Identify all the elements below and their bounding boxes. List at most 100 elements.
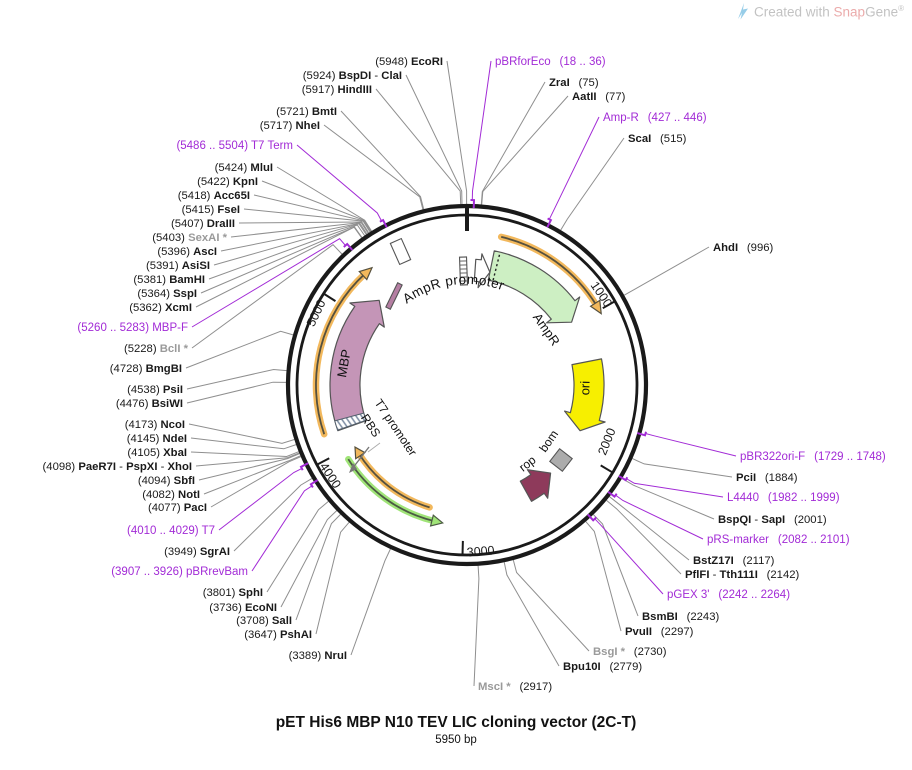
title-block: pET His6 MBP N10 TEV LIC cloning vector … bbox=[0, 714, 912, 746]
callout-line bbox=[220, 222, 368, 252]
enzyme-label-MluI: (5424) MluI bbox=[215, 162, 273, 174]
enzyme-label-SphI: (3801) SphI bbox=[203, 587, 263, 599]
primer-mark-MBP-F bbox=[343, 242, 354, 251]
enzyme-label-SalI: (3708) SalI bbox=[236, 615, 292, 627]
enzyme-label-BstZ17I: BstZ17I (2117) bbox=[693, 555, 775, 567]
enzyme-label-BspDI-ClaI: (5924) BspDI - ClaI bbox=[303, 70, 402, 82]
orf-arc-halo bbox=[355, 450, 433, 511]
callout-line bbox=[195, 226, 363, 308]
orf-arc-arrowhead bbox=[358, 266, 374, 281]
enzyme-label-PflFI-Tth111I: PflFI - Tth111I (2142) bbox=[685, 569, 800, 581]
scale-tick bbox=[316, 457, 330, 466]
callout-line bbox=[585, 521, 622, 632]
feature-rop bbox=[519, 469, 552, 502]
callout-line bbox=[296, 144, 382, 222]
callout-line bbox=[473, 565, 480, 687]
primer-mark-pRS-marker bbox=[607, 491, 618, 498]
callout-line bbox=[190, 451, 299, 458]
enzyme-label-BmgBI: (4728) BmgBI bbox=[110, 363, 182, 375]
enzyme-label-SgrAI: (3949) SgrAI bbox=[164, 546, 230, 558]
enzyme-label-EcoNI: (3736) EcoNI bbox=[209, 602, 277, 614]
scale-tick bbox=[323, 292, 336, 302]
callout-line bbox=[623, 246, 710, 296]
callout-line bbox=[243, 208, 371, 233]
enzyme-label-NcoI: (4173) NcoI bbox=[125, 419, 185, 431]
callout-line bbox=[233, 477, 313, 552]
callout-line bbox=[266, 501, 329, 593]
features bbox=[329, 237, 606, 502]
enzyme-label-AscI: (5396) AscI bbox=[157, 246, 217, 258]
primer-label-pGEX-3-: pGEX 3' (2242 .. 2264) bbox=[667, 589, 790, 601]
primer-mark-T7 Term bbox=[379, 218, 388, 228]
site-labels: (5948) EcoRI (5924) BspDI - ClaI (5917) Hi… bbox=[43, 56, 886, 693]
t7-promoter-connector bbox=[367, 442, 381, 453]
callout-line bbox=[188, 423, 295, 444]
enzyme-label-BspQI-SapI: BspQI - SapI (2001) bbox=[718, 514, 827, 526]
feature-ampr-promoter-arrow bbox=[473, 253, 491, 289]
callout-line bbox=[471, 60, 492, 201]
orf-arc-core bbox=[358, 453, 430, 509]
scale-tick-label: 2000 bbox=[595, 426, 618, 457]
callout-line bbox=[238, 221, 370, 234]
callout-line bbox=[195, 452, 300, 467]
enzyme-label-BsmBI: BsmBI (2243) bbox=[642, 611, 719, 623]
callout-line bbox=[191, 238, 346, 328]
orf-arc-core bbox=[315, 273, 366, 435]
callout-line bbox=[213, 223, 367, 266]
t7-promoter-needle bbox=[351, 446, 370, 470]
callout-line bbox=[621, 477, 715, 520]
feature-terminator-box bbox=[389, 237, 412, 266]
callout-line bbox=[503, 561, 560, 667]
scale-tick bbox=[602, 300, 616, 310]
primer-label-T7: (4010 .. 4029) T7 bbox=[127, 525, 215, 537]
primer-mark-pGEX 3' bbox=[587, 513, 598, 522]
feature-label: MBP bbox=[334, 348, 354, 378]
callout-line bbox=[375, 88, 462, 205]
scale-tick bbox=[600, 464, 614, 474]
enzyme-label-BamHI: (5381) BamHI bbox=[133, 274, 205, 286]
enzyme-label-FseI: (5415) FseI bbox=[182, 204, 240, 216]
enzyme-label-ScaI: ScaI (515) bbox=[628, 133, 687, 145]
enzyme-label-PaeR7I-PspXI-XhoI: (4098) PaeR7I - PspXI - XhoI bbox=[43, 461, 192, 473]
plasmid-length: 5950 bp bbox=[435, 734, 477, 746]
callout-line bbox=[230, 221, 369, 238]
callout-line bbox=[218, 467, 303, 531]
callout-line bbox=[609, 496, 690, 561]
callout-line bbox=[186, 381, 287, 404]
callout-line bbox=[560, 137, 625, 231]
enzyme-label-PciI: PciI (1884) bbox=[736, 472, 798, 484]
enzyme-label-SbfI: (4094) SbfI bbox=[138, 475, 195, 487]
callout-line bbox=[253, 194, 372, 233]
callout-line bbox=[512, 559, 590, 652]
callout-line bbox=[190, 437, 297, 450]
enzyme-label-DraIII: (5407) DraIII bbox=[171, 218, 235, 230]
callout-line bbox=[632, 458, 733, 478]
callout-line bbox=[185, 330, 294, 369]
callout-line bbox=[594, 518, 664, 595]
callout-line bbox=[251, 485, 313, 572]
callout-line bbox=[186, 368, 287, 390]
callout-line bbox=[615, 494, 704, 540]
callout-line bbox=[280, 510, 338, 608]
callout-line bbox=[323, 124, 424, 210]
callout-lines bbox=[185, 60, 737, 687]
enzyme-label-ZraI: ZraI (75) bbox=[549, 77, 599, 89]
enzyme-label-BsgI-: BsgI * (2730) bbox=[593, 646, 667, 658]
callout-line bbox=[295, 514, 341, 621]
callout-line bbox=[593, 514, 639, 617]
enzyme-label-XcmI: (5362) XcmI bbox=[129, 302, 192, 314]
enzyme-label-PsiI: (4538) PsiI bbox=[127, 384, 183, 396]
primer-mark-Amp-R bbox=[546, 217, 553, 228]
attribution: Created with SnapGene® bbox=[736, 3, 904, 20]
feature-MBP bbox=[329, 299, 385, 432]
scale-tick-label: 3000 bbox=[466, 543, 495, 559]
enzyme-label-MscI-: MscI * (2917) bbox=[478, 681, 552, 693]
enzyme-label-NotI: (4082) NotI bbox=[142, 489, 200, 501]
feature-AmpR bbox=[487, 250, 581, 324]
attribution-text: Created with SnapGene® bbox=[753, 3, 904, 20]
orf-arc-arrowhead bbox=[354, 446, 366, 460]
primer-marks bbox=[299, 199, 647, 522]
enzyme-label-NruI: (3389) NruI bbox=[289, 650, 347, 662]
callout-line bbox=[198, 453, 300, 481]
enzyme-label-HindIII: (5917) HindIII bbox=[302, 84, 372, 96]
